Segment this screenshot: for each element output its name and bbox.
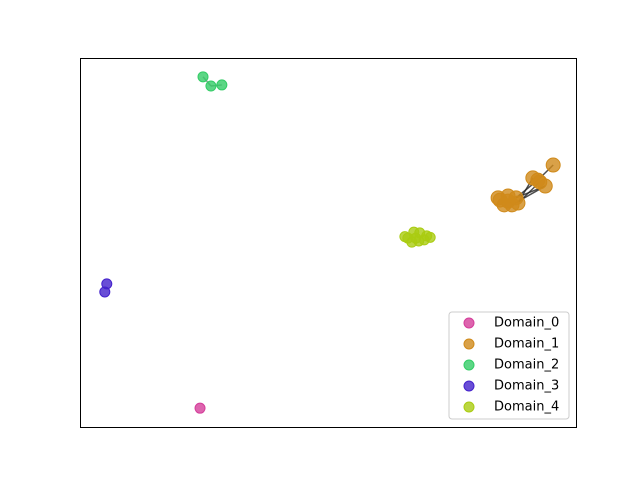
point [197, 71, 209, 83]
point [545, 157, 561, 173]
points [99, 71, 561, 414]
legend-label: Domain_0 [494, 316, 559, 331]
legend-marker [463, 359, 475, 371]
point [510, 195, 526, 211]
point [99, 286, 111, 298]
point [216, 79, 228, 91]
point [424, 231, 436, 243]
legend-entries: Domain_0 Domain_1 Domain_2 Domain_3 Domain_4 [463, 316, 559, 415]
legend-marker [463, 380, 475, 392]
point [194, 402, 206, 414]
legend-label: Domain_1 [494, 337, 559, 352]
point [490, 190, 506, 206]
point [205, 80, 217, 92]
legend-marker [463, 401, 475, 413]
legend-marker [463, 338, 475, 350]
legend-marker [463, 317, 475, 329]
point [399, 231, 411, 243]
edges [202, 76, 554, 206]
legend-label: Domain_3 [494, 379, 559, 394]
axes-frame [80, 58, 577, 428]
point [537, 178, 553, 194]
legend-label: Domain_4 [494, 400, 559, 415]
legend [448, 311, 570, 420]
legend-label: Domain_2 [494, 358, 559, 373]
